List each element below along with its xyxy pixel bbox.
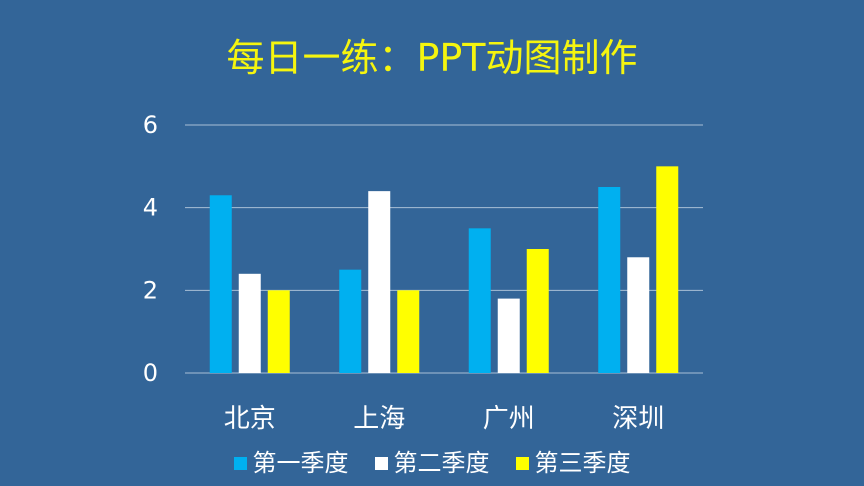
- bar-北京-第三季度: [267, 290, 290, 373]
- gridlines: [185, 124, 703, 374]
- legend-swatch: [374, 456, 388, 470]
- x-tick-label: 上海: [353, 404, 405, 434]
- x-tick-label: 广州: [483, 404, 535, 434]
- bar-广州-第二季度: [497, 298, 520, 373]
- bar-北京-第一季度: [209, 195, 232, 373]
- bar-上海-第一季度: [339, 269, 362, 373]
- legend-label: 第一季度: [252, 449, 349, 477]
- bar-深圳-第三季度: [656, 166, 679, 373]
- x-tick-label: 北京: [224, 404, 276, 434]
- bars: [209, 166, 679, 373]
- y-tick-label: 2: [143, 276, 158, 304]
- y-tick-label: 6: [143, 111, 158, 139]
- legend: 第一季度 第二季度 第三季度: [0, 446, 864, 480]
- chart-title: 每日一练：PPT动图制作: [226, 36, 638, 80]
- y-axis-tick-labels: 0 2 4 6: [143, 111, 158, 387]
- bar-广州-第三季度: [526, 249, 549, 373]
- legend-item: 第一季度: [233, 446, 349, 480]
- bar-上海-第二季度: [368, 191, 391, 373]
- legend-item: 第二季度: [374, 446, 490, 480]
- bar-深圳-第一季度: [598, 187, 621, 373]
- bar-深圳-第二季度: [627, 257, 650, 373]
- bar-上海-第三季度: [397, 290, 420, 373]
- x-axis-tick-labels: 北京 上海 广州 深圳: [224, 404, 665, 434]
- bar-chart: 0 2 4 6 北京 上海 广州 深圳: [143, 111, 703, 434]
- y-tick-label: 0: [143, 359, 158, 387]
- bar-北京-第二季度: [238, 273, 261, 373]
- y-tick-label: 4: [143, 194, 158, 222]
- x-tick-label: 深圳: [612, 404, 664, 434]
- legend-label: 第二季度: [393, 449, 490, 477]
- legend-label: 第三季度: [534, 449, 631, 477]
- legend-swatch: [233, 456, 247, 470]
- bar-广州-第一季度: [468, 228, 491, 373]
- legend-swatch: [515, 456, 529, 470]
- legend-item: 第三季度: [515, 446, 631, 480]
